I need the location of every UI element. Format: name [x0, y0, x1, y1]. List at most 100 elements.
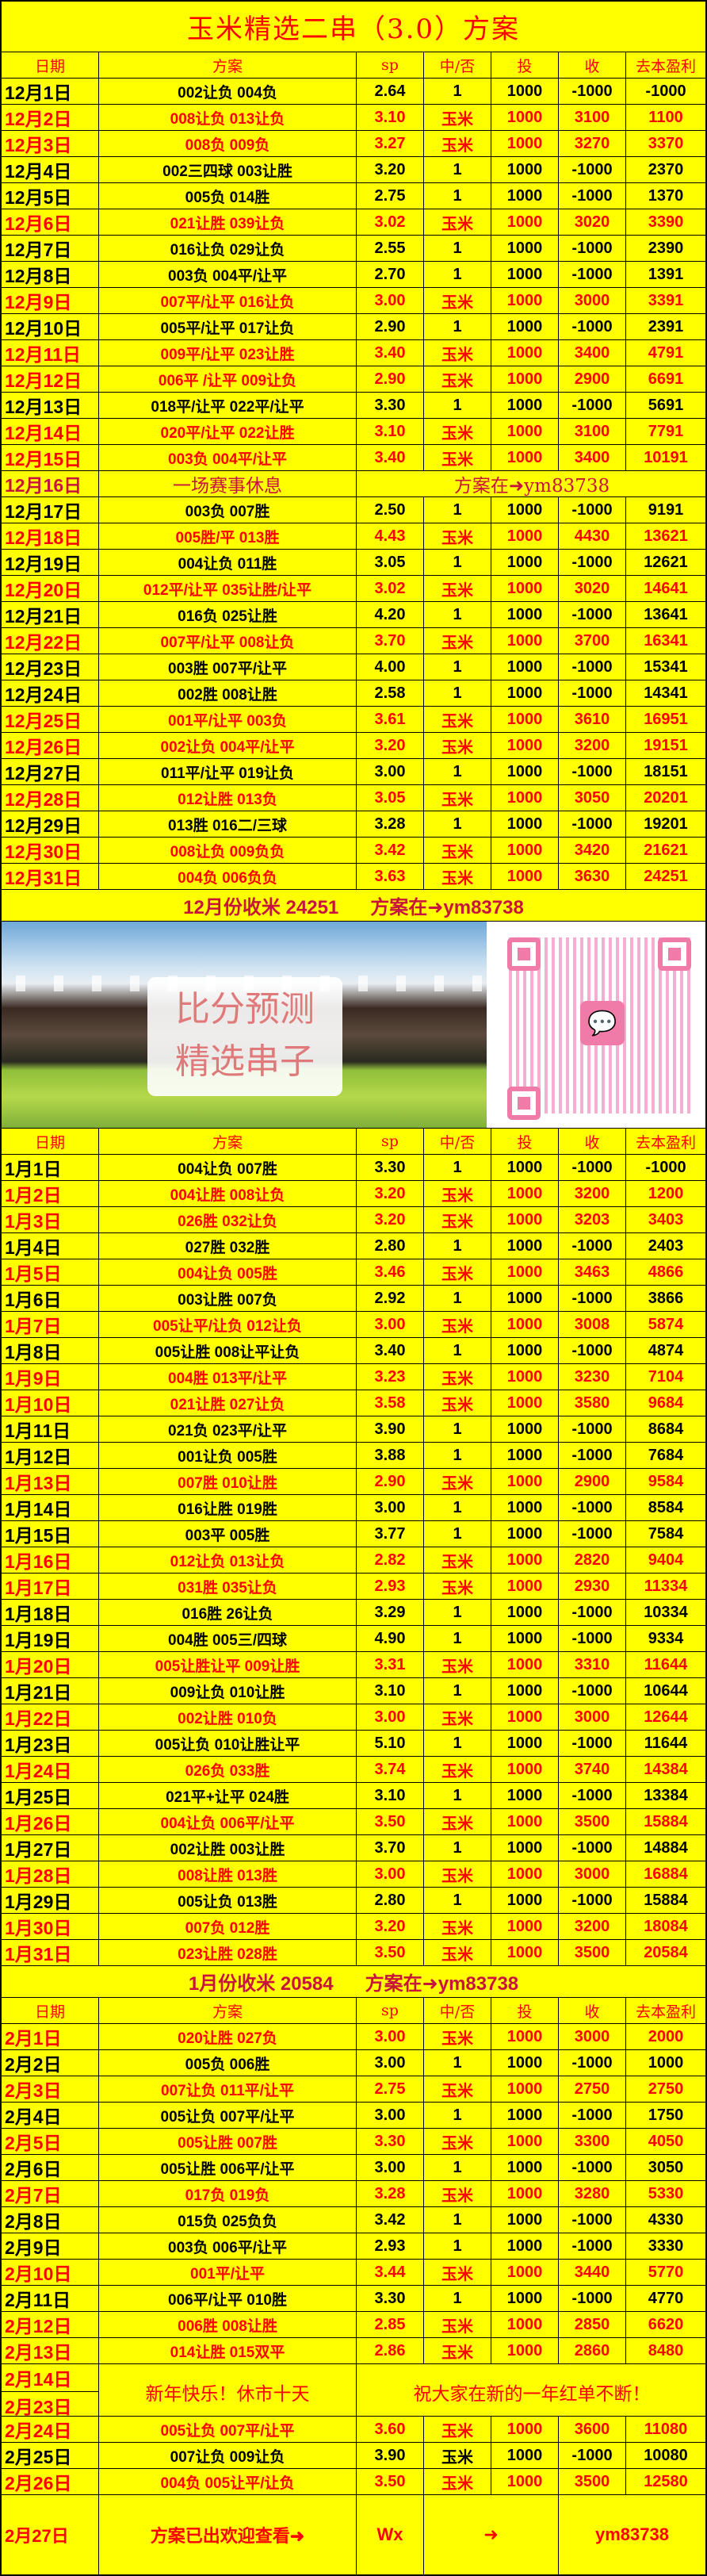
stake-cell: 1000	[491, 707, 559, 732]
stake-cell: 1000	[491, 1574, 559, 1599]
table-row: 2月25日 007让负 009让负 3.90 玉米 1000 -1000 10080	[2, 2443, 705, 2469]
stake-cell: 1000	[491, 1783, 559, 1808]
table-row: 1月19日 004胜 005三/四球 4.90 1 1000 -1000 9334	[2, 1626, 705, 1652]
date-cell: 2月7日	[2, 2181, 99, 2206]
stake-cell: 1000	[491, 1207, 559, 1232]
table-row: 2月24日 005让负 007平/让平 3.60 玉米 1000 3600 11080	[2, 2417, 705, 2443]
plan-cell: 023让胜 028胜	[99, 1940, 357, 1965]
stake-cell: 1000	[491, 785, 559, 811]
result-cell: 玉米	[424, 785, 491, 811]
sp-cell: 3.63	[357, 864, 424, 889]
plan-cell: 004让负 011胜	[99, 550, 357, 575]
date-cell: 1月31日	[2, 1940, 99, 1965]
table-row: 12月6日 021让胜 039让负 3.02 玉米 1000 3020 3390	[2, 209, 705, 236]
plan-cell: 008让负 013让负	[99, 105, 357, 130]
table-row: 12月14日 020平/让平 022让胜 3.10 玉米 1000 3100 7791	[2, 419, 705, 445]
stake-cell: 1000	[491, 340, 559, 366]
profit-cell: 1370	[648, 186, 684, 205]
stake-cell: 1000	[491, 523, 559, 549]
result-cell: 1	[424, 811, 491, 837]
sp-cell: 3.23	[357, 1364, 424, 1390]
profit-cell: 16951	[644, 710, 688, 728]
profit-cell: 4770	[648, 2289, 684, 2307]
sp-cell: 3.02	[357, 209, 424, 235]
result-cell: 1	[424, 79, 491, 104]
table-row: 1月29日 005让负 013胜 2.80 1 1000 -1000 15884	[2, 1888, 705, 1914]
sp-cell: 2.82	[357, 1547, 424, 1573]
result-cell: 玉米	[424, 209, 491, 235]
result-cell: 玉米	[424, 419, 491, 444]
profit-cell: 3330	[648, 2237, 684, 2255]
column-header: 投	[491, 52, 559, 78]
plan-cell: 005负 006胜	[99, 2050, 357, 2076]
return-cell: 3020	[559, 576, 626, 601]
table-row: 12月19日 004让负 011胜 3.05 1 1000 -1000 12621	[2, 550, 705, 576]
return-cell: 2820	[559, 1547, 626, 1573]
result-cell: 玉米	[424, 131, 491, 156]
result-cell: 1	[424, 1338, 491, 1363]
return-cell: -1000	[559, 2207, 626, 2233]
sp-cell: 3.30	[357, 2129, 424, 2154]
table-row: 2月8日 015负 025负负 3.42 1 1000 -1000 4330	[2, 2207, 705, 2233]
stake-cell: 1000	[491, 1390, 559, 1416]
date-cell: 1月7日	[2, 1312, 99, 1337]
table-row: 12月22日 007平/让平 008让负 3.70 玉米 1000 3700 16341	[2, 628, 705, 654]
table-row: 2月11日 006平/让平 010胜 3.30 1 1000 -1000 4770	[2, 2286, 705, 2312]
plan-cell: 007胜 010让胜	[99, 1469, 357, 1494]
return-cell: 3310	[559, 1652, 626, 1677]
plan-cell: 004让负 007胜	[99, 1155, 357, 1180]
sp-cell: 3.28	[357, 811, 424, 837]
table-row: 2月10日 001平/让平 3.44 玉米 1000 3440 5770	[2, 2260, 705, 2286]
sp-cell: 3.90	[357, 2443, 424, 2468]
return-cell: 3000	[559, 1861, 626, 1887]
column-header: 中/否	[424, 1129, 491, 1154]
date-cell: 12月3日	[2, 131, 99, 156]
table-row: 12月24日 002胜 008让胜 2.58 1 1000 -1000 14341	[2, 680, 705, 707]
plan-cell: 008让胜 013胜	[99, 1861, 357, 1887]
table-row: 12月2日 008让负 013让负 3.10 玉米 1000 3100 1100	[2, 105, 705, 131]
sp-cell: 3.00	[357, 1704, 424, 1730]
profit-cell: 13384	[644, 1786, 688, 1804]
table-row: 12月20日 012平/让平 035让胜/让平 3.02 玉米 1000 3020 1464…	[2, 576, 705, 602]
table-row: 1月8日 005让胜 008让平让负 3.40 1 1000 -1000 4874	[2, 1338, 705, 1364]
profit-cell: 3391	[648, 291, 684, 309]
sp-cell: 3.10	[357, 105, 424, 130]
date-cell: 2月2日	[2, 2050, 99, 2076]
plan-cell: 004胜 013平/让平	[99, 1364, 357, 1390]
profit-cell: 8684	[648, 1420, 684, 1438]
date-cell: 1月25日	[2, 1783, 99, 1808]
profit-cell: 6691	[648, 370, 684, 388]
result-cell: 玉米	[424, 864, 491, 889]
date-cell: 1月27日	[2, 1835, 99, 1861]
profit-cell: 3403	[648, 1210, 684, 1229]
return-cell: -1000	[559, 811, 626, 837]
date-cell: 12月23日	[2, 654, 99, 680]
profit-cell: 3866	[648, 1289, 684, 1307]
profit-cell: 9684	[648, 1393, 684, 1412]
table-header: 日期 方案 sp 中/否投收去本盈利	[2, 1129, 705, 1155]
column-header: sp	[357, 1129, 424, 1154]
table-row: 12月17日 003负 007胜 2.50 1 1000 -1000 9191	[2, 497, 705, 523]
plan-cell: 020平/让平 022让胜	[99, 419, 357, 444]
stake-cell: 1000	[491, 2207, 559, 2233]
wx-label: Wx	[357, 2495, 424, 2574]
column-header: 收	[559, 1129, 626, 1154]
sp-cell: 2.90	[357, 366, 424, 392]
column-header: 日期	[2, 1129, 99, 1154]
date-cell: 2月26日	[2, 2469, 99, 2494]
banner-caption: 比分预测 精选串子	[147, 977, 342, 1096]
table-row: 12月11日 009平/让平 023让胜 3.40 玉米 1000 3400 4791	[2, 340, 705, 366]
return-cell: -1000	[559, 2103, 626, 2128]
profit-cell: 4791	[648, 343, 684, 362]
sp-cell: 2.90	[357, 1469, 424, 1494]
stake-cell: 1000	[491, 1233, 559, 1259]
return-cell: 3580	[559, 1390, 626, 1416]
plan-cell: 021负 023平/让平	[99, 1416, 357, 1442]
profit-cell: 12580	[644, 2472, 688, 2490]
table-row: 1月30日 007负 012胜 3.20 玉米 1000 3200 18084	[2, 1914, 705, 1940]
result-cell: 1	[424, 759, 491, 784]
stake-cell: 1000	[491, 79, 559, 104]
table-row: 1月23日 005让负 010让胜让平 5.10 1 1000 -1000 11644	[2, 1731, 705, 1757]
date-cell: 12月9日	[2, 288, 99, 313]
profit-cell: 4050	[648, 2132, 684, 2150]
